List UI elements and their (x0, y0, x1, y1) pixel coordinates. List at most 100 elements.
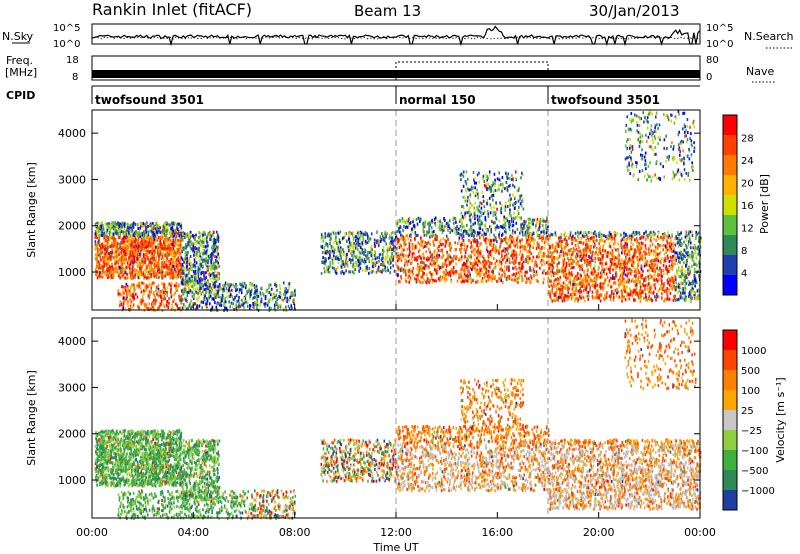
range-gate-cell (487, 278, 490, 282)
range-gate-cell (196, 305, 198, 309)
range-gate-cell (541, 263, 543, 267)
range-gate-cell (470, 280, 472, 284)
range-gate-cell (475, 268, 477, 272)
range-gate-cell (513, 211, 515, 215)
range-gate-cell (214, 241, 216, 245)
range-gate-cell (164, 228, 167, 232)
range-gate-cell (189, 255, 192, 258)
range-gate-cell (178, 255, 180, 259)
range-gate-cell (512, 255, 515, 259)
range-gate-cell (123, 222, 126, 226)
range-gate-cell (138, 263, 141, 267)
range-gate-cell (201, 240, 203, 244)
range-gate-cell (426, 277, 429, 281)
range-gate-cell (341, 263, 344, 266)
range-gate-cell (130, 223, 133, 227)
range-gate-cell (229, 305, 231, 309)
range-gate-cell (177, 272, 180, 276)
range-gate-cell (444, 279, 446, 283)
range-gate-cell (478, 226, 480, 230)
range-gate-cell (188, 304, 191, 308)
range-gate-cell (508, 176, 511, 180)
range-gate-cell (436, 235, 438, 239)
range-gate-cell (441, 262, 444, 266)
range-gate-cell (437, 264, 439, 268)
range-gate-cell (177, 307, 179, 311)
range-gate-cell (96, 256, 98, 260)
range-gate-cell (437, 256, 440, 260)
range-gate-cell (240, 291, 243, 295)
range-gate-cell (121, 225, 123, 229)
range-gate-cell (496, 189, 499, 192)
range-gate-cell (106, 257, 109, 261)
range-gate-cell (363, 258, 366, 262)
range-gate-cell (217, 245, 219, 249)
range-gate-cell (245, 284, 247, 288)
range-gate-cell (175, 234, 178, 238)
range-gate-cell (481, 279, 484, 283)
range-gate-cell (543, 252, 546, 256)
range-gate-cell (212, 297, 214, 301)
range-gate-cell (454, 227, 457, 231)
range-gate-cell (484, 274, 487, 277)
range-gate-cell (388, 236, 391, 240)
range-gate-cell (185, 235, 188, 239)
range-gate-cell (119, 246, 121, 250)
range-gate-cell (498, 178, 501, 182)
range-gate-cell (524, 233, 526, 237)
range-gate-cell (336, 249, 339, 253)
range-gate-cell (464, 199, 467, 203)
range-gate-cell (199, 284, 202, 288)
range-gate-cell (383, 261, 386, 265)
range-gate-cell (460, 172, 463, 176)
range-gate-cell (129, 238, 131, 242)
range-gate-cell (438, 277, 440, 281)
range-gate-cell (199, 238, 202, 242)
range-gate-cell (133, 237, 135, 240)
range-gate-cell (495, 238, 497, 242)
range-gate-cell (162, 303, 165, 307)
range-gate-cell (172, 232, 174, 236)
range-gate-cell (137, 253, 139, 257)
range-gate-cell (364, 248, 367, 252)
range-gate-cell (501, 268, 503, 272)
range-gate-cell (521, 199, 524, 203)
range-gate-cell (539, 266, 541, 270)
range-gate-cell (206, 307, 209, 311)
range-gate-cell (290, 291, 292, 295)
range-gate-cell (142, 299, 145, 303)
range-gate-cell (354, 265, 356, 269)
range-gate-cell (492, 211, 494, 215)
range-gate-cell (233, 298, 235, 302)
cpid-label: CPID (6, 89, 35, 102)
range-gate-cell (397, 256, 400, 260)
range-gate-cell (510, 214, 512, 218)
range-gate-cell (441, 275, 444, 279)
range-gate-cell (485, 239, 488, 243)
range-gate-cell (153, 293, 155, 297)
range-gate-cell (460, 218, 462, 221)
range-gate-cell (136, 223, 139, 227)
range-gate-cell (475, 260, 477, 264)
range-gate-cell (518, 261, 520, 265)
range-gate-cell (471, 279, 474, 282)
range-gate-cell (495, 216, 497, 220)
range-gate-cell (485, 226, 487, 230)
range-gate-cell (464, 215, 467, 219)
range-gate-cell (344, 254, 347, 258)
range-gate-cell (111, 243, 114, 247)
range-gate-cell (191, 305, 193, 309)
range-gate-cell (181, 272, 184, 276)
range-gate-cell (477, 245, 480, 249)
range-gate-cell (106, 263, 108, 266)
range-gate-cell (444, 258, 447, 262)
range-gate-cell (208, 234, 211, 238)
range-gate-cell (135, 233, 137, 237)
range-gate-cell (180, 295, 182, 299)
range-gate-cell (135, 268, 138, 272)
range-gate-cell (519, 249, 522, 253)
range-gate-cell (521, 222, 524, 226)
range-gate-cell (534, 259, 537, 263)
range-gate-cell (352, 256, 354, 259)
